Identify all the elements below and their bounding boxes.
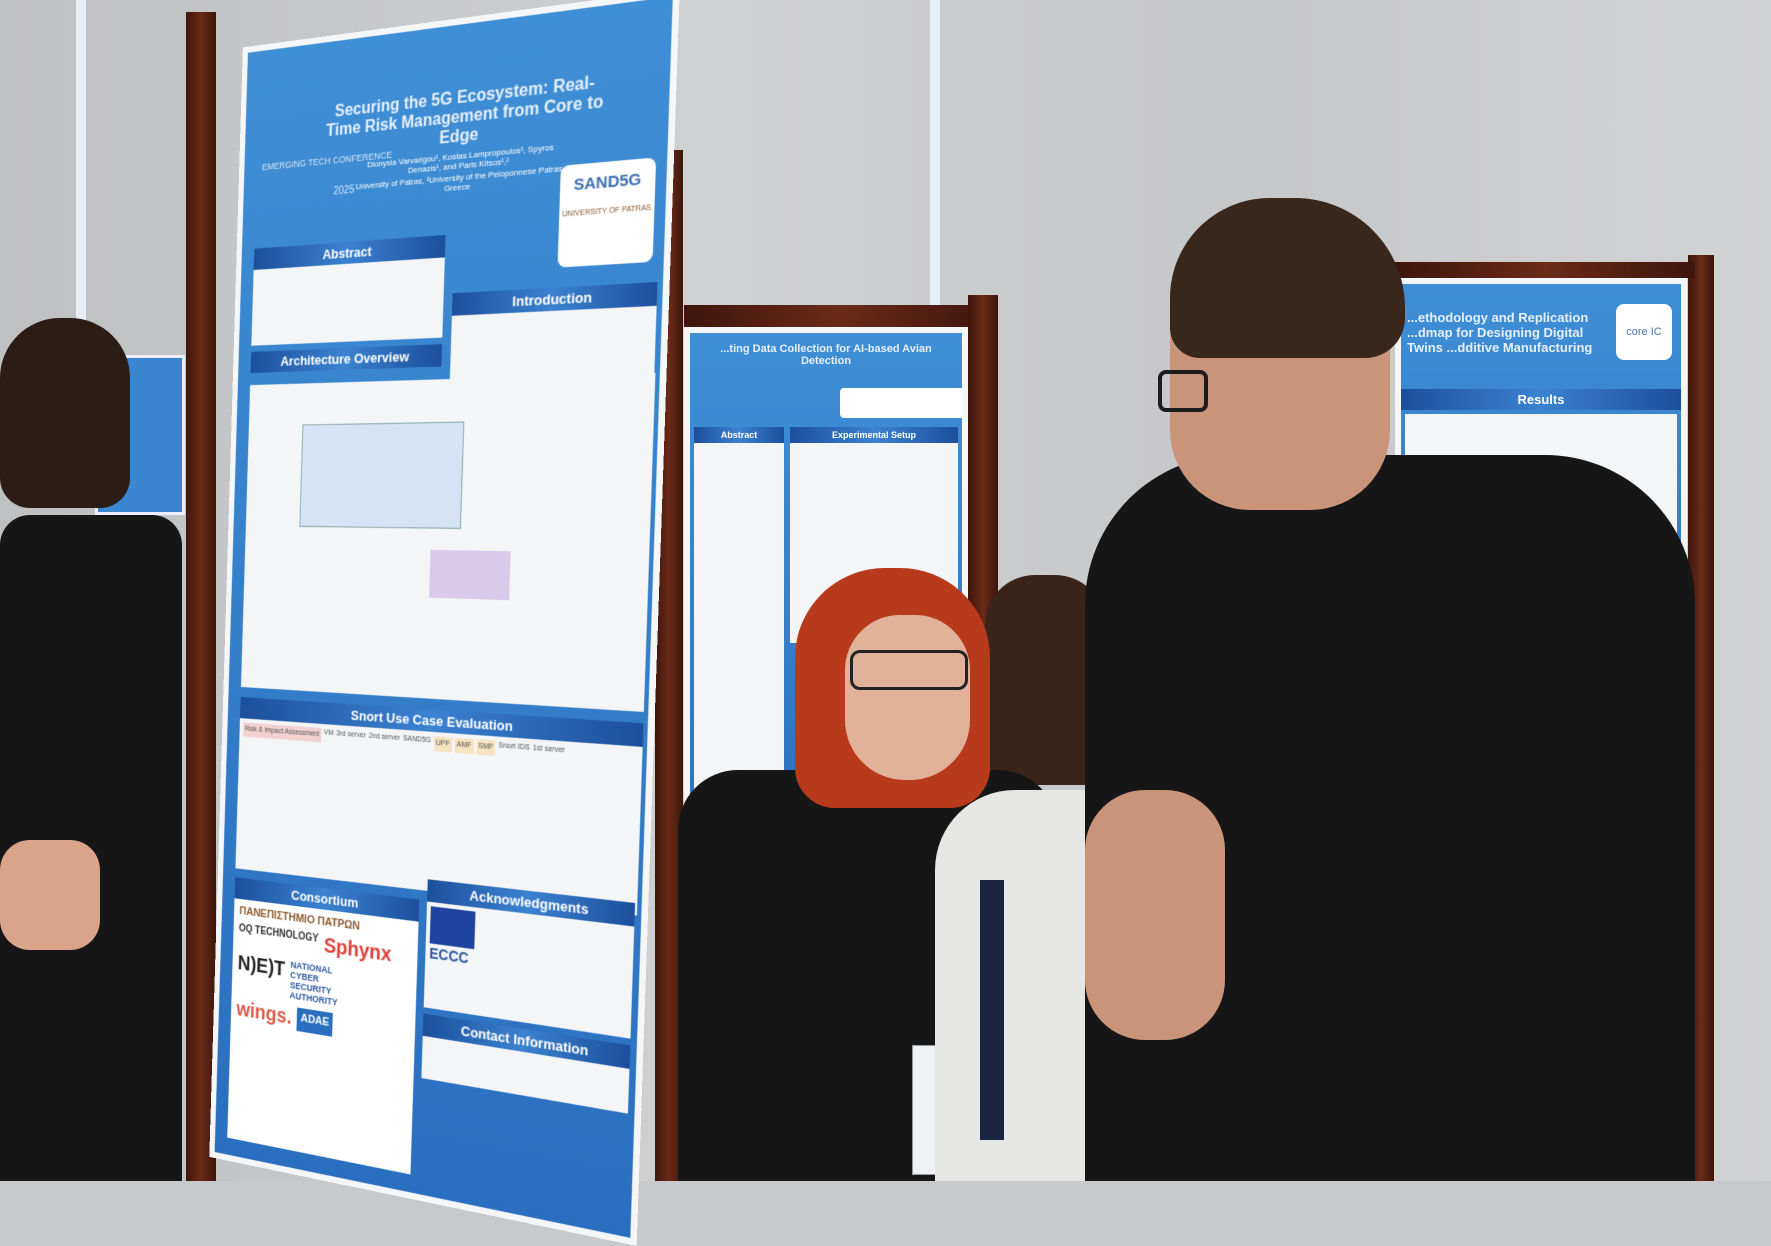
diagram-label: AMF bbox=[454, 737, 474, 754]
oq-technology-logo: OQ TECHNOLOGY bbox=[238, 922, 319, 945]
diagram-label: Snort IDS bbox=[498, 742, 530, 752]
abstract-box bbox=[251, 257, 445, 346]
glasses bbox=[850, 650, 968, 690]
board-frame-top bbox=[1395, 262, 1695, 278]
diagram-label: SMF bbox=[476, 739, 496, 756]
diagram-label: UPF bbox=[433, 736, 452, 753]
man-arm bbox=[1085, 790, 1225, 1040]
poster-title: ...ethodology and Replication ...dmap fo… bbox=[1407, 310, 1593, 355]
diagram-label: 2nd server bbox=[368, 732, 401, 743]
sphynx-logo: Sphynx bbox=[323, 934, 392, 967]
jacket-stripe bbox=[980, 880, 1004, 1140]
patras-logo-text: UNIVERSITY OF PATRAS bbox=[562, 204, 652, 219]
diagram-label: Risk & Impact Assessment bbox=[242, 722, 322, 743]
person-left-hand bbox=[0, 840, 100, 950]
sponsor-logos bbox=[840, 388, 962, 418]
net-logo: N)E)T bbox=[237, 951, 286, 982]
left-poster: EMERGING TECH CONFERENCE 2025 Securing t… bbox=[209, 0, 680, 1246]
section-abstract: Abstract bbox=[694, 427, 784, 443]
cyber-security-authority-logo: NATIONAL CYBER SECURITY AUTHORITY bbox=[289, 959, 338, 1008]
architecture-diagram bbox=[240, 372, 656, 712]
diagram-label: SAND5G bbox=[402, 735, 432, 745]
diagram-label: 1st server bbox=[532, 744, 566, 755]
conference-year: 2025 bbox=[333, 184, 355, 198]
left-poster-wrap: EMERGING TECH CONFERENCE 2025 Securing t… bbox=[209, 0, 686, 1246]
woman-smiling-face bbox=[845, 615, 970, 780]
eu-flag-icon bbox=[429, 906, 476, 950]
core-ic-logo: core IC bbox=[1616, 304, 1672, 360]
wall-pillar bbox=[930, 0, 940, 330]
diagram-label: VM bbox=[323, 729, 334, 738]
section-results: Results bbox=[1401, 389, 1681, 410]
eccc-logo: ECCC bbox=[429, 944, 469, 967]
adae-logo: ADAE bbox=[296, 1007, 334, 1037]
wings-logo: wings. bbox=[236, 997, 292, 1029]
wall-pillar bbox=[76, 0, 86, 420]
glasses bbox=[1158, 370, 1208, 412]
section-architecture: Architecture Overview bbox=[250, 344, 443, 374]
section-setup: Experimental Setup bbox=[790, 427, 958, 443]
sand5g-logo: SAND5G UNIVERSITY OF PATRAS bbox=[557, 157, 657, 268]
abstract-box bbox=[694, 443, 784, 823]
person-left-hair bbox=[0, 318, 130, 508]
sand5g-text: SAND5G bbox=[573, 169, 642, 195]
man-hair bbox=[1170, 198, 1405, 358]
poster-title: ...ting Data Collection for AI-based Avi… bbox=[720, 343, 932, 367]
board-post bbox=[186, 12, 216, 1181]
diagram-label: 3rd server bbox=[336, 730, 366, 740]
board-frame-top bbox=[684, 305, 996, 327]
